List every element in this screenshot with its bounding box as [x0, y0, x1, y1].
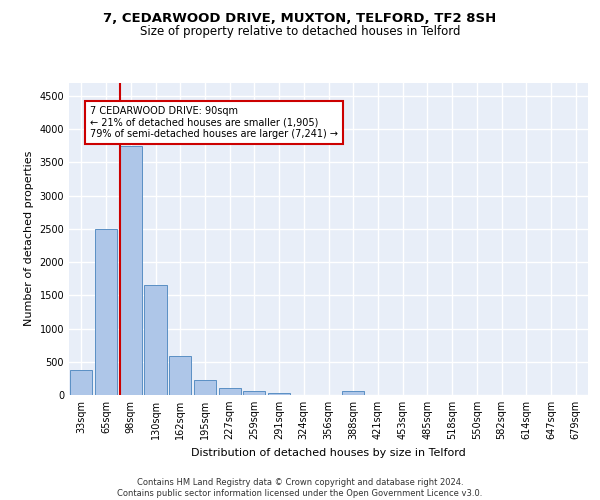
Bar: [169, 356, 191, 395]
Bar: [268, 392, 290, 395]
Bar: [145, 286, 167, 395]
Bar: [70, 370, 92, 395]
Text: 7, CEDARWOOD DRIVE, MUXTON, TELFORD, TF2 8SH: 7, CEDARWOOD DRIVE, MUXTON, TELFORD, TF2…: [103, 12, 497, 26]
Text: Size of property relative to detached houses in Telford: Size of property relative to detached ho…: [140, 25, 460, 38]
Bar: [119, 146, 142, 395]
Bar: [194, 380, 216, 395]
X-axis label: Distribution of detached houses by size in Telford: Distribution of detached houses by size …: [191, 448, 466, 458]
Text: Contains HM Land Registry data © Crown copyright and database right 2024.
Contai: Contains HM Land Registry data © Crown c…: [118, 478, 482, 498]
Y-axis label: Number of detached properties: Number of detached properties: [24, 151, 34, 326]
Bar: [243, 391, 265, 395]
Bar: [342, 392, 364, 395]
Bar: [218, 388, 241, 395]
Bar: [95, 229, 117, 395]
Text: 7 CEDARWOOD DRIVE: 90sqm
← 21% of detached houses are smaller (1,905)
79% of sem: 7 CEDARWOOD DRIVE: 90sqm ← 21% of detach…: [90, 106, 338, 139]
